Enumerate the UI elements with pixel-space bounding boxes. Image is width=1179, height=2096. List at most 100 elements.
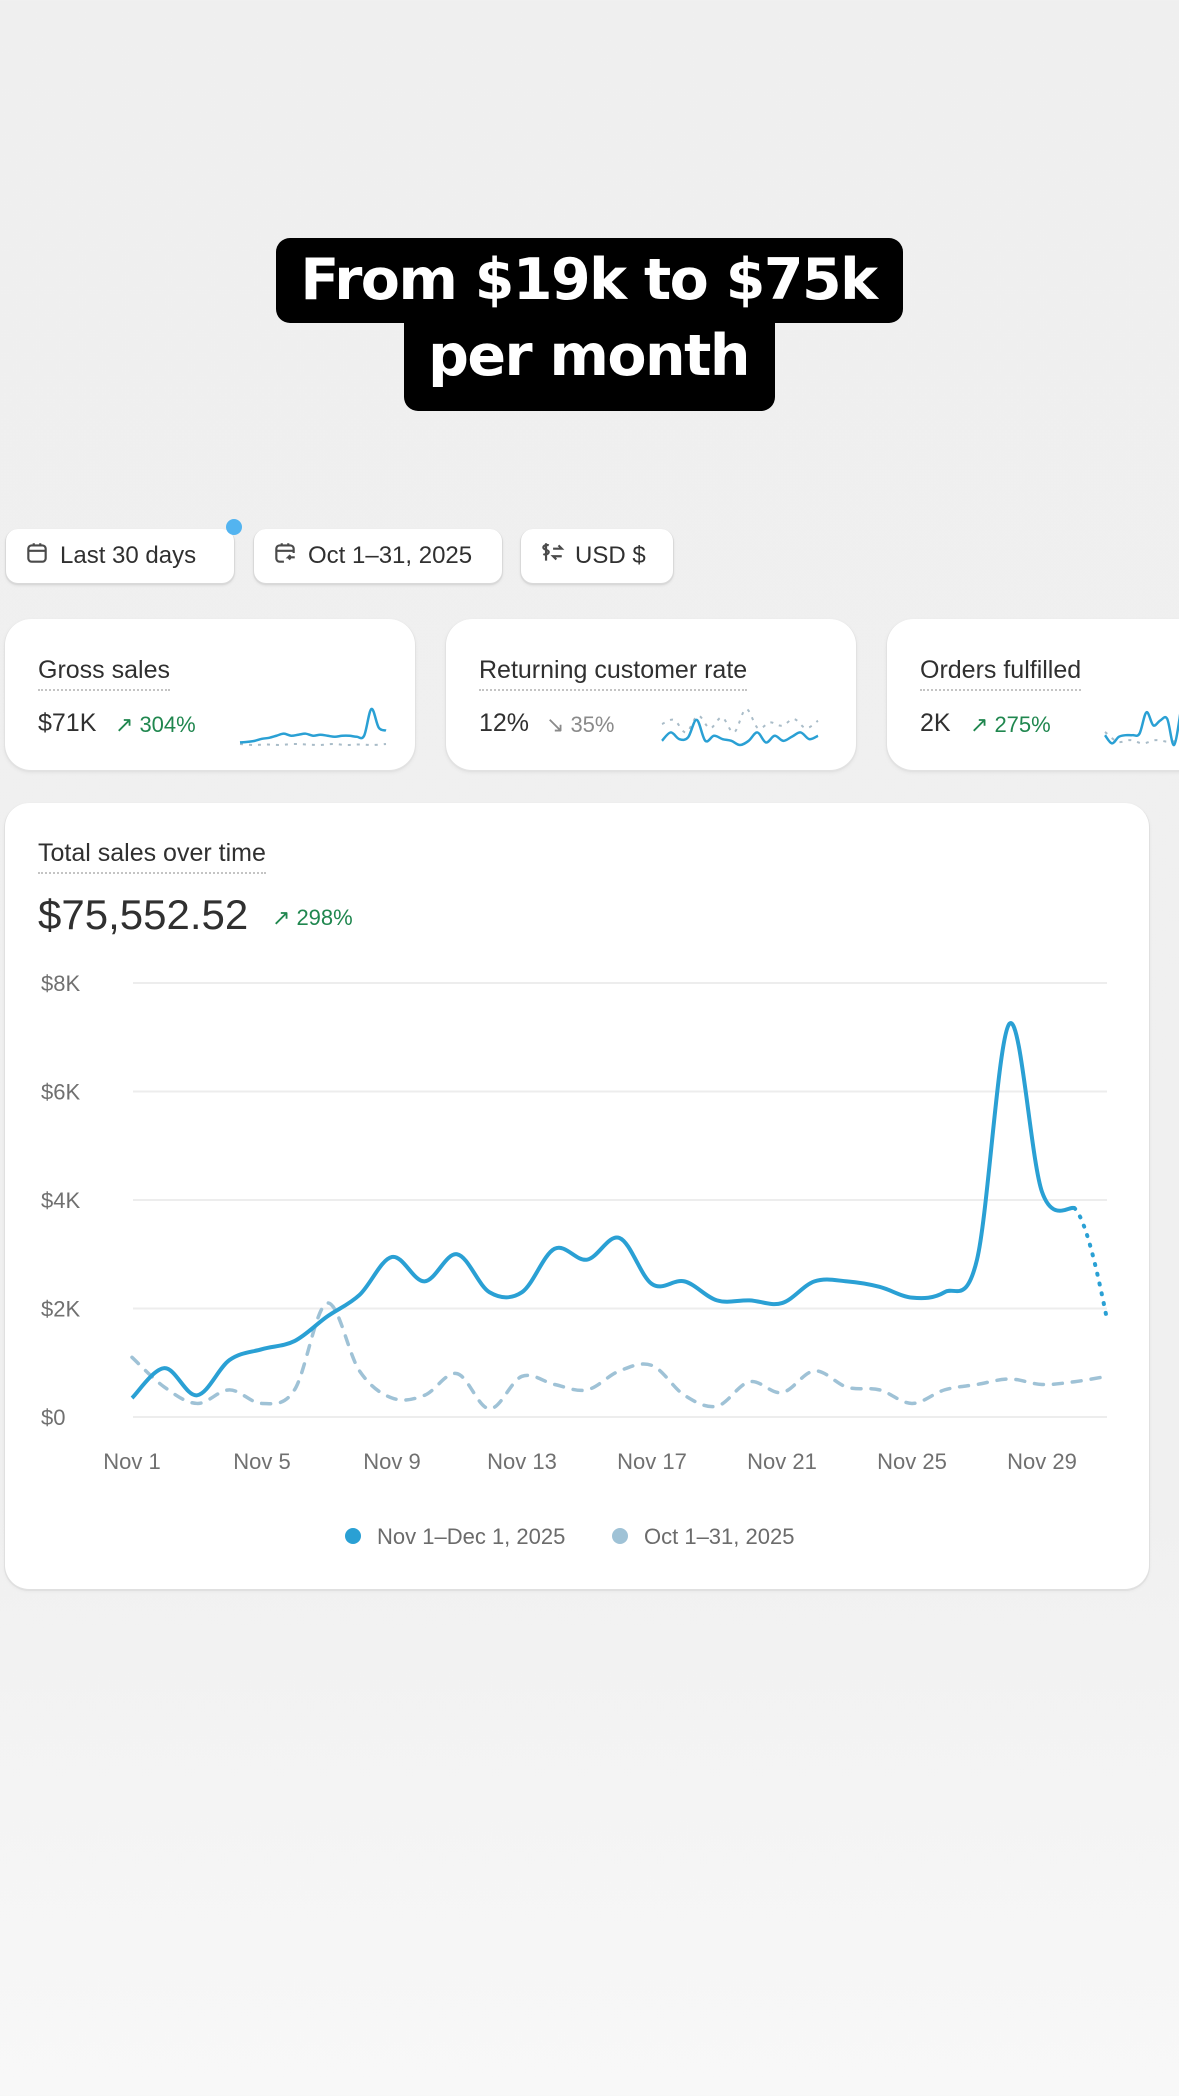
data-point-current[interactable] (129, 1395, 135, 1401)
date-range-label: Last 30 days (60, 542, 197, 569)
data-point-current[interactable] (1072, 1205, 1078, 1211)
data-point-current[interactable] (227, 1357, 233, 1363)
compare-range-button[interactable]: Oct 1–31, 2025 (254, 529, 502, 583)
data-point-previous[interactable] (877, 1387, 883, 1393)
y-tick-label: $0 (41, 1405, 65, 1430)
data-point-previous[interactable] (974, 1381, 980, 1387)
data-point-current[interactable] (552, 1246, 558, 1252)
data-point-previous[interactable] (812, 1368, 818, 1374)
kpi-value: 2K (920, 709, 951, 737)
data-point-previous[interactable] (714, 1403, 720, 1409)
data-point-current[interactable] (292, 1338, 298, 1344)
data-point-previous[interactable] (519, 1373, 525, 1379)
data-point-previous[interactable] (942, 1387, 948, 1393)
data-point-current[interactable] (844, 1278, 850, 1284)
data-point-previous[interactable] (584, 1387, 590, 1393)
currency-button[interactable]: USD $ (521, 529, 673, 583)
data-point-current[interactable] (519, 1289, 525, 1295)
data-point-current[interactable] (1104, 1316, 1110, 1322)
data-point-previous[interactable] (162, 1384, 168, 1390)
data-point-current[interactable] (194, 1392, 200, 1398)
data-point-current[interactable] (422, 1278, 428, 1284)
data-point-current[interactable] (357, 1292, 363, 1298)
data-point-current[interactable] (487, 1289, 493, 1295)
sparkline (239, 707, 387, 747)
data-point-current[interactable] (584, 1257, 590, 1263)
caption-line-1-wrap: From $19k to $75k (0, 238, 1179, 323)
x-tick-label: Nov 9 (363, 1449, 420, 1474)
chart-title[interactable]: Total sales over time (38, 839, 266, 874)
x-tick-label: Nov 17 (617, 1449, 687, 1474)
kpi-card-gross-sales[interactable]: Gross sales $71K ↗ 304% (5, 619, 415, 770)
kpi-title[interactable]: Returning customer rate (479, 656, 748, 691)
data-point-current[interactable] (812, 1278, 818, 1284)
data-point-current[interactable] (682, 1278, 688, 1284)
caption-line-1: From $19k to $75k (276, 238, 903, 323)
sparkline (1103, 711, 1179, 747)
data-point-previous[interactable] (909, 1400, 915, 1406)
data-point-previous[interactable] (292, 1387, 298, 1393)
data-point-current[interactable] (942, 1289, 948, 1295)
data-point-previous[interactable] (747, 1379, 753, 1385)
y-tick-label: $2K (41, 1297, 80, 1322)
data-point-current[interactable] (1007, 1021, 1013, 1027)
caption-line-2: per month (404, 322, 775, 411)
data-point-previous[interactable] (649, 1362, 655, 1368)
calendar-icon (24, 540, 50, 573)
sparkline-current (239, 707, 387, 744)
data-point-current[interactable] (324, 1314, 330, 1320)
data-point-current[interactable] (877, 1284, 883, 1290)
caption-line-2-wrap: per month (0, 322, 1179, 411)
x-tick-label: Nov 21 (747, 1449, 817, 1474)
data-point-previous[interactable] (779, 1390, 785, 1396)
kpi-title[interactable]: Gross sales (38, 656, 170, 691)
data-point-current[interactable] (389, 1254, 395, 1260)
date-range-button[interactable]: Last 30 days (6, 519, 242, 583)
data-point-previous[interactable] (1104, 1373, 1110, 1379)
data-point-current[interactable] (454, 1251, 460, 1257)
data-point-previous[interactable] (357, 1368, 363, 1374)
data-point-current[interactable] (714, 1297, 720, 1303)
data-point-previous[interactable] (129, 1354, 135, 1360)
data-point-current[interactable] (747, 1297, 753, 1303)
arrow-up-right-icon: ↗ (272, 905, 291, 930)
data-point-current[interactable] (974, 1257, 980, 1263)
data-point-previous[interactable] (552, 1381, 558, 1387)
data-point-previous[interactable] (1007, 1376, 1013, 1382)
total-sales-delta: ↗ 298% (272, 905, 353, 931)
data-point-current[interactable] (617, 1235, 623, 1241)
x-tick-label: Nov 1 (103, 1449, 160, 1474)
legend-swatch (612, 1528, 628, 1544)
data-point-current[interactable] (1039, 1189, 1045, 1195)
kpi-delta: ↘ 35% (546, 712, 614, 738)
data-point-current[interactable] (779, 1300, 785, 1306)
data-point-previous[interactable] (487, 1406, 493, 1412)
data-point-previous[interactable] (1039, 1381, 1045, 1387)
data-point-previous[interactable] (324, 1300, 330, 1306)
calendar-compare-icon (272, 540, 298, 573)
kpi-title[interactable]: Orders fulfilled (920, 656, 1082, 691)
sales-line-chart[interactable]: $0 $2K $4K $6K $8K Nov 1 Nov 5 Nov 9 Nov 13 Nov 1… (5, 803, 1149, 1589)
legend-item-previous[interactable]: Oct 1–31, 2025 (612, 1524, 794, 1549)
data-point-current[interactable] (649, 1281, 655, 1287)
data-point-current[interactable] (909, 1295, 915, 1301)
data-point-current[interactable] (162, 1365, 168, 1371)
kpi-card-orders-fulfilled[interactable]: Orders fulfilled 2K ↗ 275% (887, 619, 1179, 770)
series-line-previous (130, 1301, 1109, 1411)
data-point-previous[interactable] (227, 1387, 233, 1393)
data-point-previous[interactable] (1072, 1379, 1078, 1385)
data-point-previous[interactable] (422, 1392, 428, 1398)
data-point-current[interactable] (259, 1346, 265, 1352)
data-point-previous[interactable] (389, 1395, 395, 1401)
kpi-card-returning-customer-rate[interactable]: Returning customer rate 12% ↘ 35% (446, 619, 856, 770)
data-point-previous[interactable] (454, 1371, 460, 1377)
arrow-up-right-icon: ↗ (970, 712, 989, 737)
x-tick-label: Nov 5 (233, 1449, 290, 1474)
data-point-previous[interactable] (259, 1400, 265, 1406)
data-point-previous[interactable] (844, 1384, 850, 1390)
data-point-previous[interactable] (682, 1392, 688, 1398)
data-point-previous[interactable] (617, 1368, 623, 1374)
data-point-previous[interactable] (194, 1400, 200, 1406)
legend-label: Nov 1–Dec 1, 2025 (377, 1524, 565, 1549)
legend-item-current[interactable]: Nov 1–Dec 1, 2025 (345, 1524, 565, 1549)
